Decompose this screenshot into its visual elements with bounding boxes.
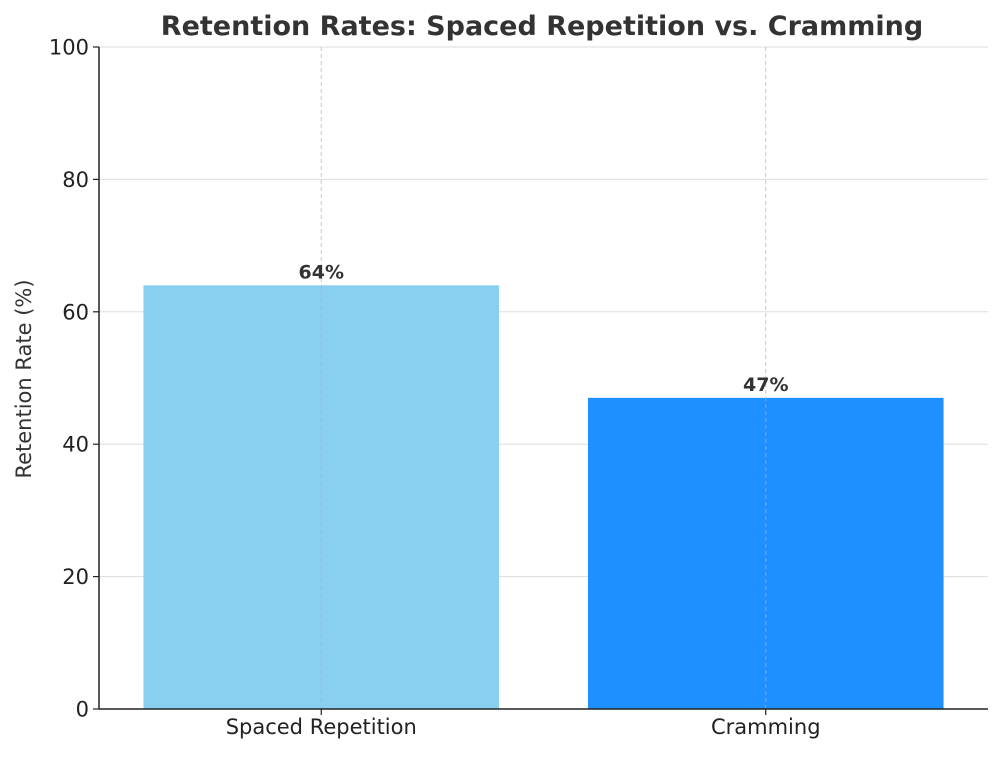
y-axis-label: Retention Rate (%) (12, 279, 36, 478)
vertical-grid-layer (320, 47, 767, 709)
y-tick-label: 20 (62, 565, 89, 589)
x-tick-label: Spaced Repetition (226, 715, 417, 739)
y-tick-label: 80 (62, 168, 89, 192)
y-tick-label: 100 (49, 36, 89, 60)
bar-value-label: 47% (743, 374, 788, 396)
labels-layer: 0 20 40 60 80 100 Spaced Repetition 64% Cramming… (49, 36, 821, 740)
x-tick-label: Cramming (711, 715, 821, 739)
y-tick-label: 0 (76, 698, 89, 722)
axes-layer (93, 46, 988, 715)
chart-title: Retention Rates: Spaced Repetition vs. C… (161, 11, 923, 42)
bars-layer (143, 285, 944, 709)
y-tick-label: 40 (62, 433, 89, 457)
bar-value-label: 64% (299, 261, 344, 283)
y-tick-label: 60 (62, 300, 89, 324)
